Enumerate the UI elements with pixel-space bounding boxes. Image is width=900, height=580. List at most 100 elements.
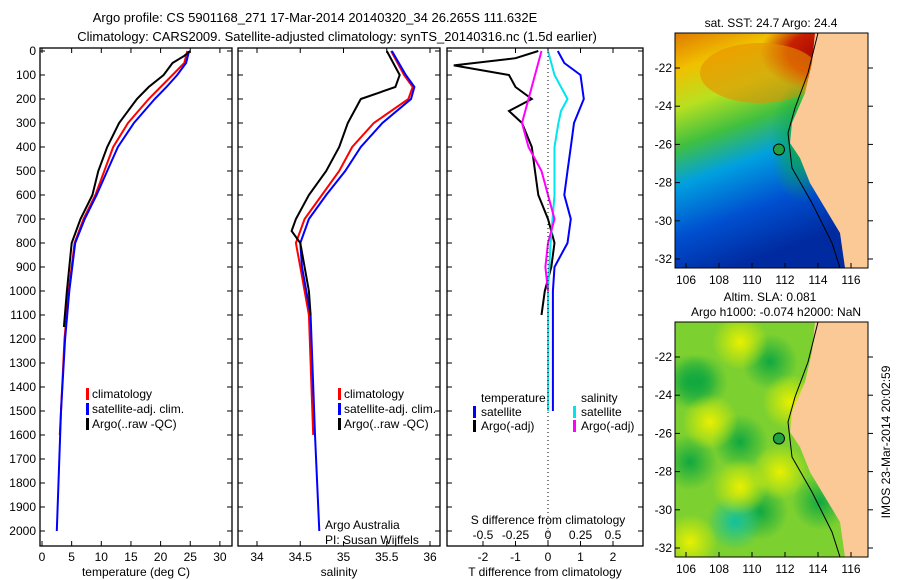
isobath-contour	[787, 33, 841, 268]
legend-swatch	[573, 406, 576, 418]
y-tick-label: 1800	[9, 476, 36, 490]
y-tick-label: 600	[16, 188, 36, 202]
y-tick-label: 200	[16, 92, 36, 106]
lat-tick-label: -30	[655, 214, 673, 228]
x-tick-label: 36	[423, 550, 437, 564]
sst-map: 106 108 110 112 114 116 -22 -24 -26 -28 -30 -32	[655, 32, 873, 287]
legend-swatch	[86, 418, 89, 430]
y-tick-label: 1200	[9, 332, 36, 346]
y-tick-label: 1100	[10, 308, 36, 322]
series-line-s-satellite	[547, 50, 569, 411]
y-tick-label: 0	[29, 44, 36, 58]
sst-map-title: sat. SST: 24.7 Argo: 24.4	[705, 16, 838, 30]
s-axis-label: S difference from climatology	[471, 513, 626, 527]
series-line-argo-raw-qc-	[62, 50, 191, 328]
lat-tick-label: -26	[655, 137, 673, 151]
lat-tick-label: -22	[655, 350, 673, 364]
y-tick-label: 1000	[9, 284, 36, 298]
s-tick-label: -0.25	[502, 528, 530, 542]
lat-tick-label: -28	[655, 176, 673, 190]
axes-frame	[446, 47, 644, 547]
x-tick-label: 15	[124, 550, 138, 564]
lon-tick-label: 106	[676, 562, 696, 576]
sla-anomaly-blob	[675, 514, 718, 557]
legend-label: climatology	[344, 387, 404, 401]
legend-label: climatology	[92, 387, 152, 401]
lat-tick-label: -28	[655, 465, 673, 479]
series-line-satellite-adj-clim-	[299, 50, 416, 532]
sla-anomaly-blob	[682, 394, 738, 450]
legend-swatch	[473, 420, 476, 432]
argo-position-marker	[772, 432, 785, 445]
map-frame	[674, 32, 869, 269]
x-tick-label: 0	[545, 550, 552, 564]
lat-tick-label: -32	[655, 252, 673, 266]
y-tick-label: 1900	[9, 500, 36, 514]
x-tick-label: 2	[610, 550, 617, 564]
legend-header: temperature	[481, 391, 546, 405]
lon-tick-label: 108	[709, 562, 729, 576]
legend-swatch	[338, 418, 341, 430]
y-tick-label: 500	[16, 164, 36, 178]
s-tick-label: 0	[545, 528, 552, 542]
sla-anomaly-blob	[712, 459, 768, 515]
profile-plots: 0100200300400500600700800900100011001200…	[9, 44, 644, 579]
map-field	[675, 33, 868, 268]
s-tick-label: 0.5	[605, 528, 622, 542]
legend-label: satellite-adj. clim.	[344, 402, 436, 416]
y-tick-label: 2000	[9, 524, 36, 538]
lon-tick-label: 112	[775, 273, 794, 287]
series-line-climatology	[294, 50, 414, 436]
lat-tick-label: -32	[655, 541, 673, 555]
x-tick-label: 10	[95, 550, 109, 564]
y-tick-label: 1600	[9, 428, 36, 442]
legend-swatch	[86, 388, 89, 400]
x-tick-label: 35	[337, 550, 351, 564]
legend-swatch	[86, 403, 89, 415]
y-tick-label: 700	[16, 212, 36, 226]
legend-header: salinity	[581, 391, 618, 405]
s-tick-label: 0.25	[569, 528, 593, 542]
series-line-t-satellite	[551, 50, 585, 411]
land	[790, 33, 868, 268]
series-line-climatology	[58, 50, 189, 436]
series-line-satellite-adj-clim-	[55, 50, 191, 532]
map-field	[675, 322, 868, 557]
y-tick-label: 400	[16, 140, 36, 154]
lon-tick-label: 110	[742, 273, 761, 287]
x-tick-label: 25	[184, 550, 198, 564]
lat-tick-label: -22	[655, 61, 673, 75]
legend-swatch	[338, 403, 341, 415]
lon-tick-label: 114	[808, 562, 827, 576]
lon-tick-label: 106	[676, 273, 696, 287]
y-tick-label: 800	[16, 236, 36, 250]
x-tick-label: -1	[510, 550, 521, 564]
x-tick-label: 34	[250, 550, 264, 564]
legend-label: Argo(..raw -QC)	[344, 417, 429, 431]
x-tick-label: 1	[577, 550, 584, 564]
argo-position-marker	[772, 143, 785, 156]
lon-tick-label: 108	[709, 273, 729, 287]
legend-swatch	[473, 406, 476, 418]
x-tick-label: 30	[213, 550, 227, 564]
y-tick-label: 1300	[9, 356, 36, 370]
legend-label: satellite	[581, 405, 622, 419]
x-tick-label: 35.5	[375, 550, 399, 564]
lon-tick-label: 116	[841, 562, 860, 576]
s-tick-label: -0.5	[473, 528, 494, 542]
land	[790, 322, 868, 557]
title-line-1: Argo profile: CS 5901168_271 17-Mar-2014…	[93, 10, 538, 25]
legend-label: Argo(..raw -QC)	[92, 417, 177, 431]
x-tick-label: 5	[68, 550, 75, 564]
y-tick-label: 900	[16, 260, 36, 274]
x-axis-label: T difference from climatology	[468, 565, 622, 579]
series-line-t-argo-adj-	[453, 50, 556, 316]
temperature-profile-panel: 0100200300400500600700800900100011001200…	[9, 44, 233, 579]
x-tick-label: -2	[478, 550, 489, 564]
salinity-profile-panel: 34 34.5 35 35.5 36 salinity climatologysatelli…	[237, 47, 441, 579]
map-frame	[674, 321, 869, 558]
legend-label: Argo(-adj)	[481, 419, 534, 433]
axes-frame	[237, 47, 441, 547]
